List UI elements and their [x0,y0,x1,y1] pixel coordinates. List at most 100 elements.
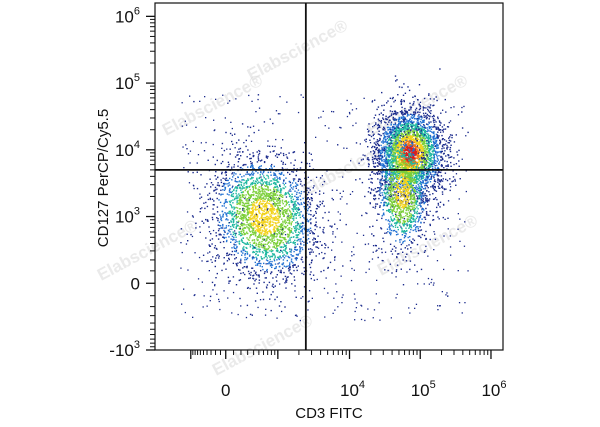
event-dot [225,225,228,227]
event-dot [444,143,447,145]
event-dot [222,215,224,217]
event-dot [432,186,434,188]
event-dot [435,190,438,192]
event-dot [244,250,247,253]
event-dot [232,225,234,227]
event-dot [262,196,265,198]
event-dot [425,146,427,148]
event-dot [449,183,451,185]
event-dot [243,246,245,248]
event-dot [269,246,271,248]
event-dot [403,175,405,177]
event-dot [248,208,250,210]
event-dot [292,186,295,188]
event-dot [413,141,415,144]
event-dot [230,212,232,214]
event-dot [267,216,270,218]
event-dot [448,142,451,144]
event-dot [265,195,267,197]
event-dot [284,245,286,247]
event-dot [297,202,299,204]
event-dot [260,185,262,188]
event-dot [378,160,380,163]
event-dot [232,213,235,215]
event-dot [224,227,226,229]
event-dot [232,276,235,278]
event-dot [439,159,442,161]
event-dot [292,236,295,238]
event-dot [275,193,277,195]
event-dot [406,149,408,152]
event-dot [244,202,247,205]
event-dot [270,309,272,312]
event-dot [250,218,252,221]
event-dot [241,223,243,226]
event-dot [231,247,233,249]
event-dot [437,202,439,205]
event-dot [424,151,426,153]
event-dot [267,189,269,192]
event-dot [205,201,207,204]
event-dot [300,238,302,240]
event-dot [269,151,272,153]
event-dot [386,132,388,134]
event-dot [279,271,281,273]
event-dot [406,130,408,132]
event-dot [313,237,315,239]
event-dot [442,178,444,180]
event-dot [261,222,263,224]
event-dot [224,187,226,189]
event-dot [270,216,273,219]
event-dot [276,230,279,232]
event-dot [271,255,274,257]
event-dot [384,164,386,167]
event-dot [278,191,281,194]
event-dot [249,244,251,246]
event-dot [289,264,291,266]
event-dot [251,256,254,259]
event-dot [304,142,306,144]
event-dot [238,241,240,243]
event-dot [235,239,237,241]
event-dot [255,202,257,204]
event-dot [300,211,302,213]
event-dot [377,162,379,164]
event-dot [370,177,372,180]
event-dot [276,156,279,158]
event-dot [306,242,308,244]
event-dot [260,256,262,258]
event-dot [279,228,282,231]
event-dot [301,248,304,251]
event-dot [251,258,254,260]
event-dot [256,192,258,195]
event-dot [286,224,289,227]
event-dot [241,230,243,232]
event-dot [425,115,427,117]
event-dot [322,231,324,233]
event-dot [429,224,431,227]
event-dot [375,148,377,151]
event-dot [263,272,266,275]
event-dot [239,147,242,150]
event-dot [268,193,270,195]
event-dot [295,253,298,256]
event-dot [244,205,246,207]
event-dot [267,175,269,177]
event-dot [381,160,383,162]
event-dot [324,211,326,214]
event-dot [215,171,217,173]
event-dot [272,205,274,208]
event-dot [399,183,402,186]
event-dot [294,208,296,210]
event-dot [254,185,257,187]
event-dot [283,214,285,216]
event-dot [414,113,416,115]
event-dot [276,238,278,241]
event-dot [231,250,234,253]
event-dot [290,273,293,275]
event-dot [231,172,234,174]
event-dot [380,178,382,181]
event-dot [273,207,275,210]
event-dot [272,122,274,125]
event-dot [264,238,266,240]
